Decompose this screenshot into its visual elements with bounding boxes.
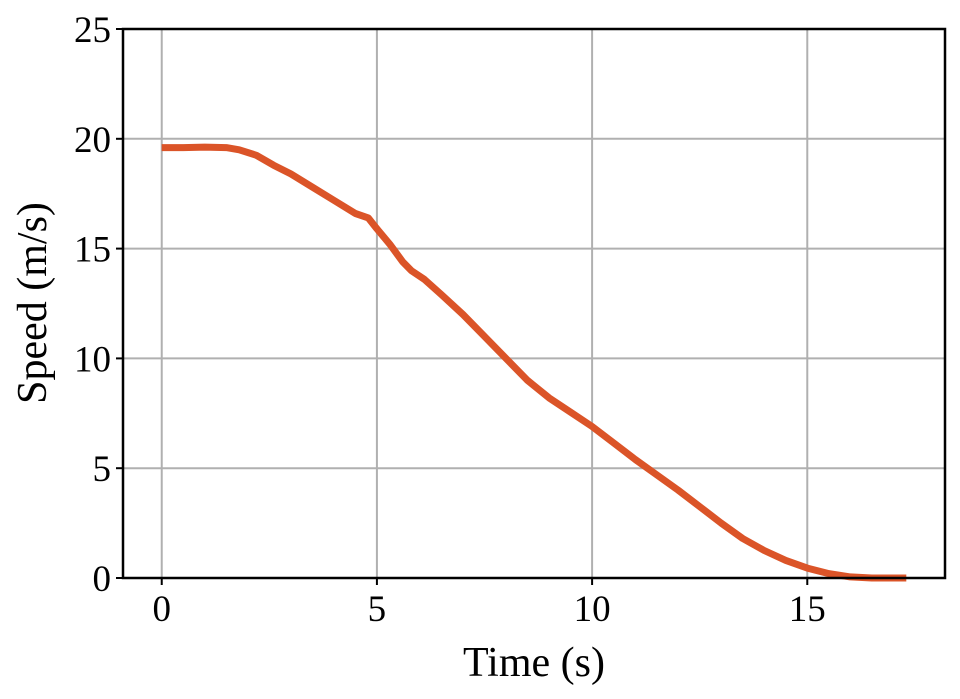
y-tick-label: 0 (93, 559, 112, 600)
plot-frame (121, 27, 947, 580)
series-layer (161, 143, 907, 582)
y-tick-label: 20 (74, 120, 111, 161)
ticks: 0 5 10 15 0 5 10 15 20 25 (74, 10, 826, 630)
y-tick-label: 15 (74, 230, 111, 271)
y-axis-title: Speed (m/s) (10, 202, 56, 404)
x-tick-label: 10 (574, 589, 611, 630)
y-tick-label: 5 (93, 449, 112, 490)
x-tick-label: 15 (789, 589, 826, 630)
y-tick-label: 25 (74, 10, 111, 51)
speed-series-line (161, 143, 907, 582)
x-tick-label: 5 (368, 589, 387, 630)
x-tick-label: 0 (152, 589, 171, 630)
grid (123, 28, 945, 579)
y-tick-label: 10 (74, 339, 111, 380)
x-axis-title: Time (s) (463, 640, 605, 686)
